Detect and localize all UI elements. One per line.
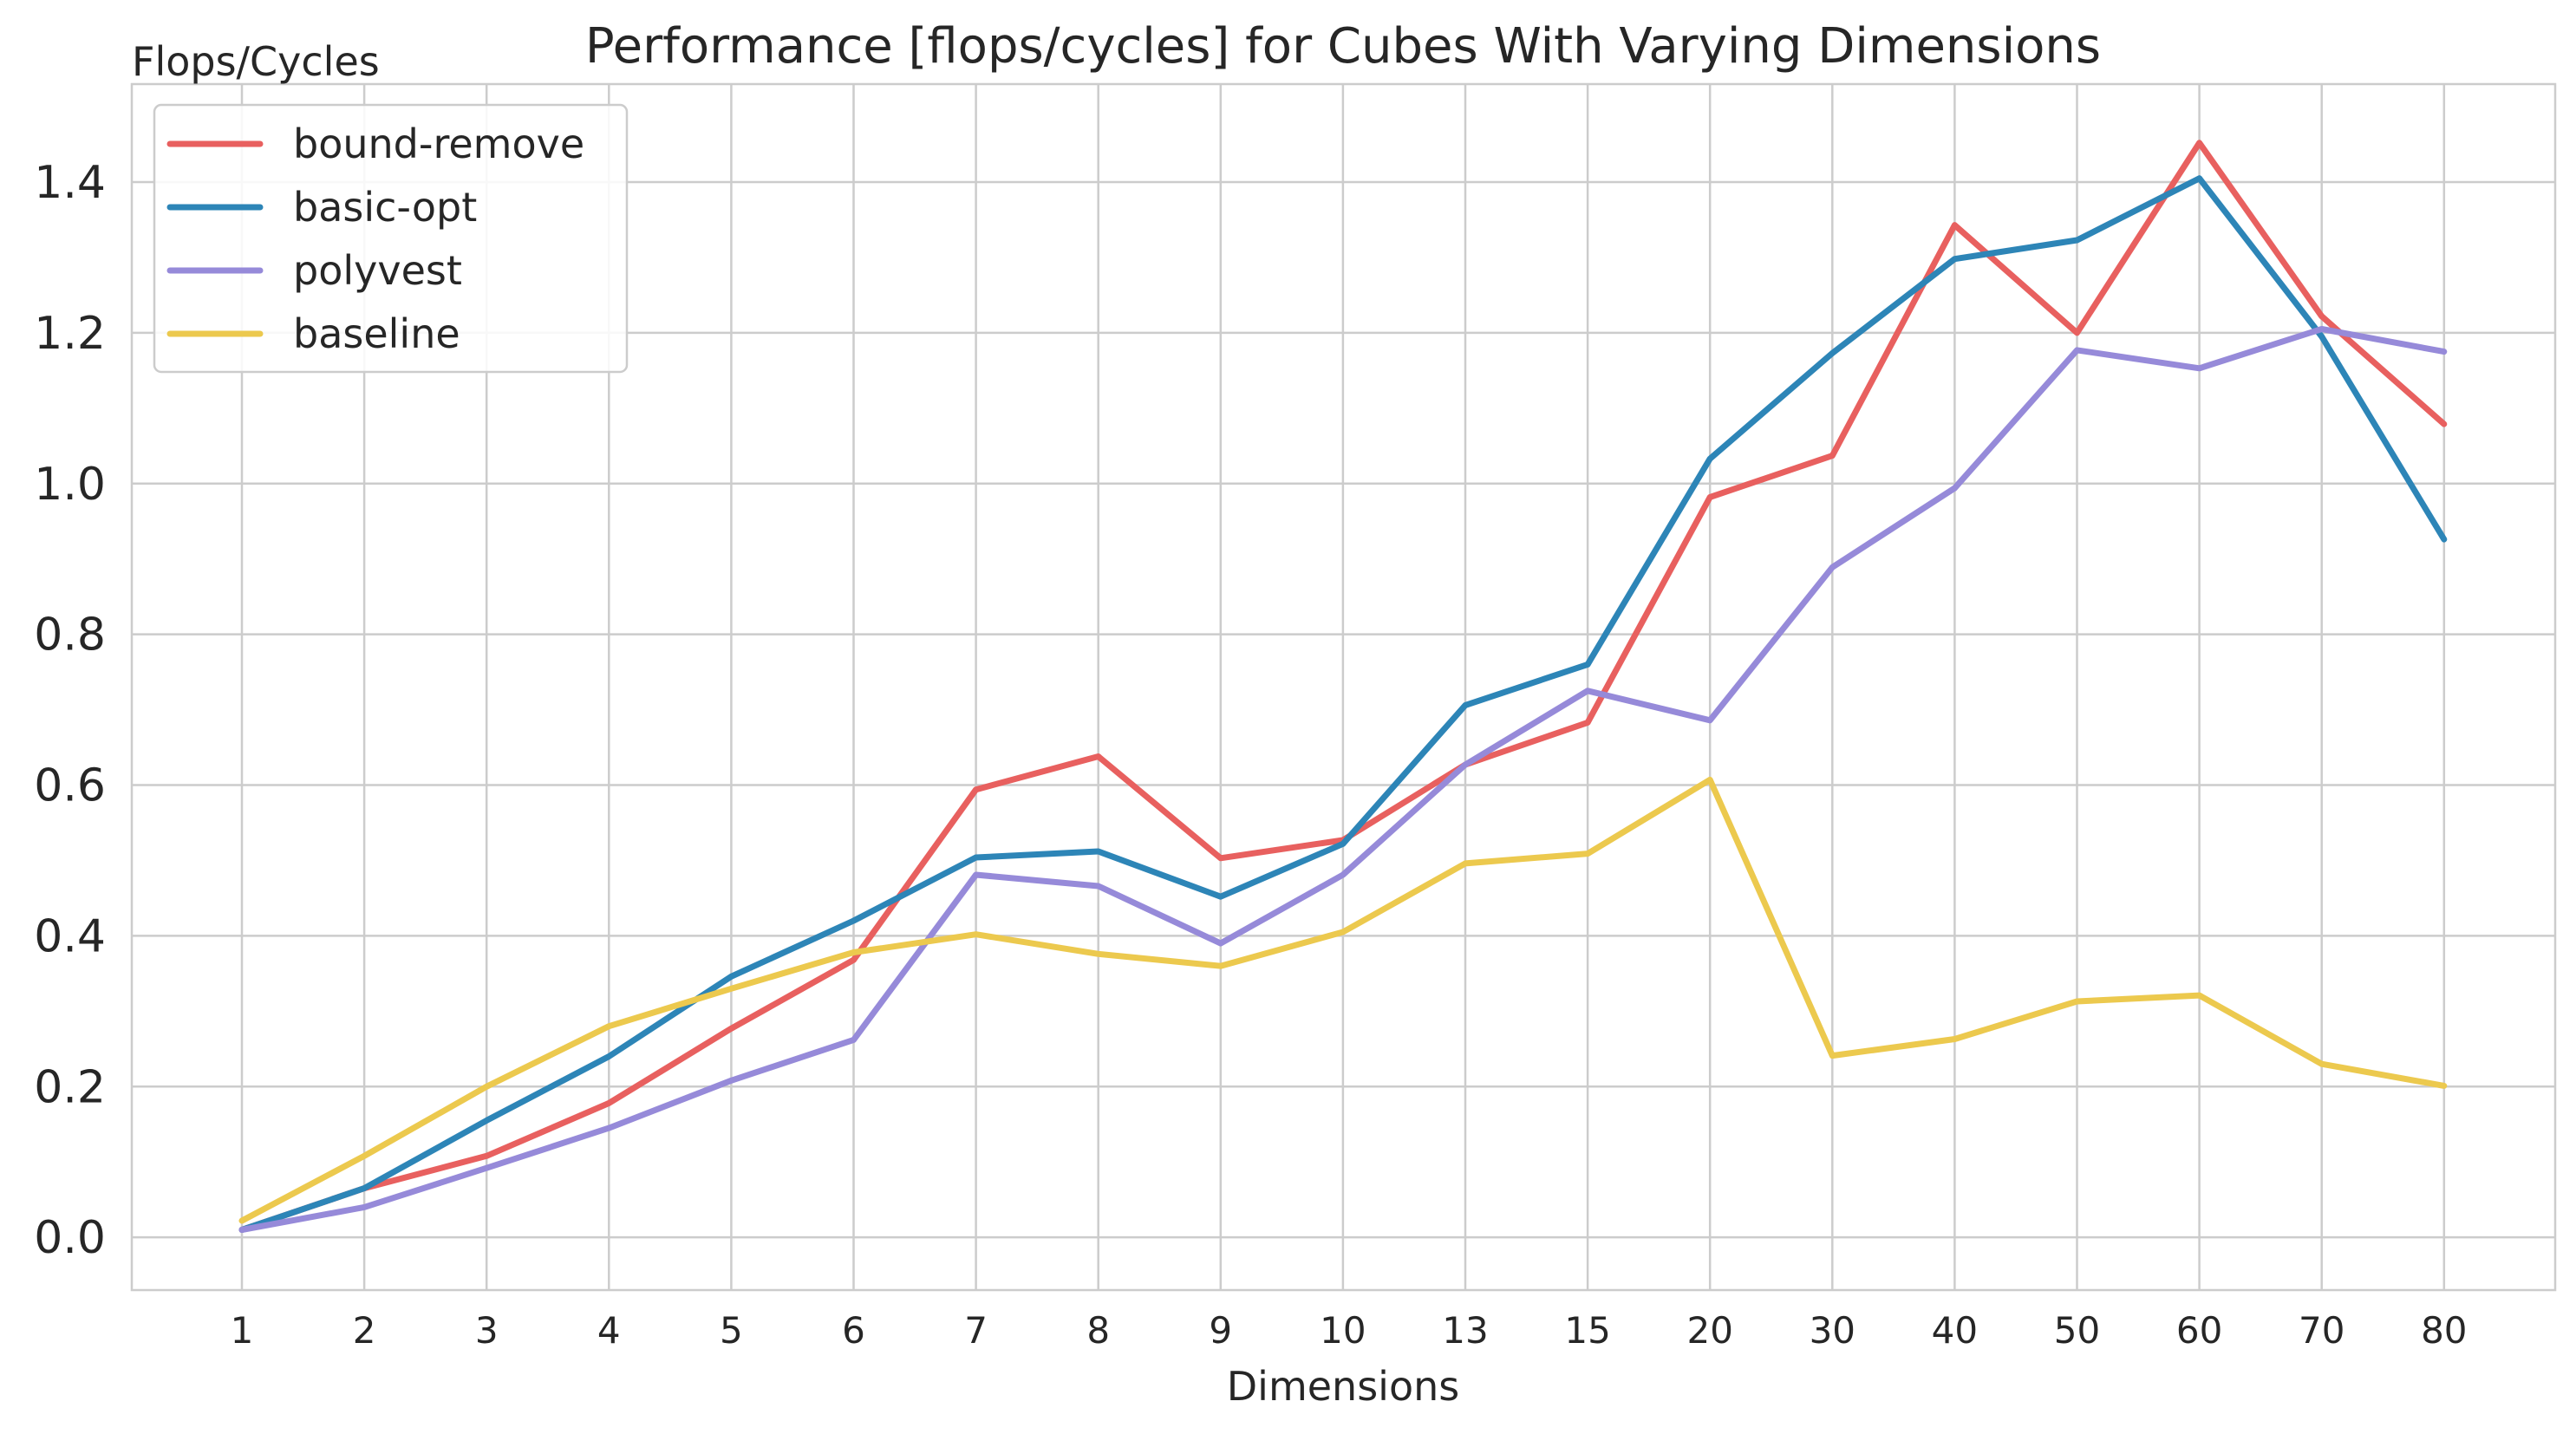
chart-title: Performance [flops/cycles] for Cubes Wit…: [585, 18, 2101, 75]
x-tick-label: 2: [353, 1309, 376, 1352]
x-tick-label: 6: [842, 1309, 865, 1352]
x-tick-label: 60: [2176, 1309, 2222, 1352]
legend-label: bound-remove: [293, 121, 584, 167]
x-tick-label: 5: [720, 1309, 743, 1352]
x-tick-label: 70: [2299, 1309, 2344, 1352]
y-tick-label: 0.8: [34, 609, 106, 662]
x-tick-label: 30: [1810, 1309, 1855, 1352]
y-tick-label: 1.0: [34, 459, 106, 511]
legend-item-bound-remove: bound-remove: [166, 121, 584, 167]
x-tick-label: 1: [231, 1309, 254, 1352]
y-tick-labels: 0.0 0.2 0.4 0.6 0.8 1.0 1.2 1.4: [34, 157, 106, 1264]
x-tick-label: 10: [1320, 1309, 1366, 1352]
series-baseline: [238, 776, 2448, 1224]
y-axis-label: Flops/Cycles: [132, 38, 380, 85]
series-basic-opt: [238, 175, 2448, 1233]
y-tick-label: 1.4: [34, 157, 106, 209]
y-tick-label: 0.2: [34, 1061, 106, 1113]
legend-label: polyvest: [293, 247, 462, 294]
y-tick-label: 0.0: [34, 1212, 106, 1264]
y-tick-label: 1.2: [34, 308, 106, 360]
series-polyvest: [238, 326, 2448, 1233]
y-tick-label: 0.4: [34, 910, 106, 962]
legend-item-polyvest: polyvest: [166, 247, 462, 294]
x-tick-label: 40: [1932, 1309, 1978, 1352]
y-tick-label: 0.6: [34, 760, 106, 812]
series-line-polyvest: [238, 326, 2448, 1233]
x-tick-label: 9: [1209, 1309, 1232, 1352]
legend-item-basic-opt: basic-opt: [166, 184, 477, 231]
legend-box: [153, 103, 629, 374]
legend-label: basic-opt: [293, 184, 477, 231]
x-tick-label: 4: [597, 1309, 621, 1352]
legend-item-baseline: baseline: [166, 310, 460, 357]
x-tick-label: 20: [1686, 1309, 1732, 1352]
x-tick-labels: 1 2 3 4 5 6 7 8 9 10 13 15 20 30 40 50 60 70 80: [231, 1309, 2468, 1352]
series-lines: [238, 140, 2448, 1233]
x-tick-label: 15: [1564, 1309, 1610, 1352]
x-tick-label: 8: [1086, 1309, 1110, 1352]
x-tick-label: 3: [475, 1309, 499, 1352]
plot-frame: [130, 82, 2557, 1292]
legend-label: baseline: [293, 310, 460, 357]
x-axis-label: Dimensions: [1227, 1363, 1459, 1410]
series-line-basic-opt: [238, 175, 2448, 1233]
x-tick-label: 50: [2054, 1309, 2100, 1352]
legend: bound-remove basic-opt polyvest baseline: [153, 103, 629, 374]
x-tick-label: 80: [2421, 1309, 2467, 1352]
x-tick-label: 13: [1442, 1309, 1488, 1352]
series-line-baseline: [238, 776, 2448, 1224]
x-tick-label: 7: [964, 1309, 988, 1352]
